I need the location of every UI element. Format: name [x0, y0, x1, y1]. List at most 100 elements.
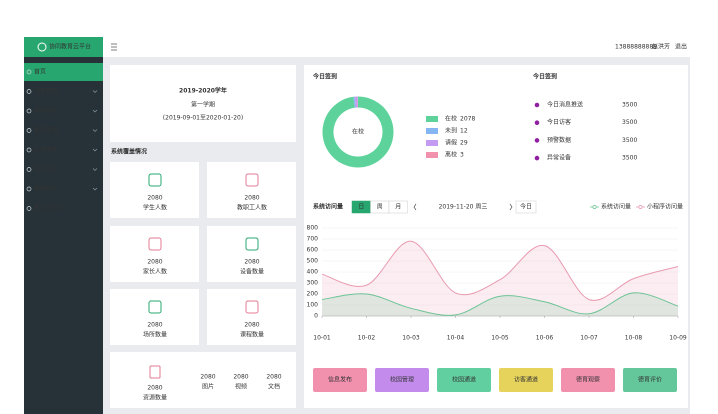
stat-value: 2080: [147, 195, 162, 202]
menu-icon: [26, 108, 32, 114]
stat-value: 2080: [244, 195, 259, 202]
resource-item-label: 视频: [235, 383, 247, 391]
logo-icon: [37, 42, 47, 52]
quick-button-label[interactable]: 信息发布: [328, 376, 352, 384]
menu-item[interactable]: 设备管理: [34, 87, 58, 95]
donut-segment: [322, 96, 394, 168]
today-dot: [534, 120, 540, 125]
y-tick-label: 400: [307, 269, 319, 276]
term-semester: 第一学期: [191, 101, 215, 109]
y-tick-label: 0: [314, 313, 318, 320]
menu-item[interactable]: 基础信息: [34, 107, 58, 115]
x-tick-label: 10-05: [491, 335, 509, 342]
legend-name: 在校: [445, 115, 457, 123]
today-value: 3500: [622, 155, 637, 162]
quick-button[interactable]: [499, 368, 553, 392]
stat-card: [207, 289, 296, 345]
visits-title: 系统访问量: [313, 203, 343, 211]
resource-item-value: 2080: [233, 374, 248, 381]
date-prev[interactable]: [413, 203, 417, 211]
stat-card: [207, 162, 296, 218]
quick-button[interactable]: [375, 368, 429, 392]
menu-item[interactable]: 应用服务: [34, 146, 58, 154]
today-dot: [534, 102, 540, 108]
quick-button-label[interactable]: 校园管理: [390, 376, 414, 384]
coverage-bg: [110, 144, 296, 158]
sign-title: 今日签到: [312, 73, 337, 81]
today-label: 预警数据: [547, 136, 571, 144]
series-line: [321, 292, 679, 316]
legend-swatch: [426, 152, 438, 158]
term-card: [110, 65, 296, 142]
phone: 13888888888: [615, 44, 657, 51]
menu-item[interactable]: 集约化平台: [34, 204, 64, 212]
tab-label[interactable]: 月: [395, 204, 401, 211]
quick-button-label[interactable]: 校园通道: [452, 376, 476, 384]
legend-value: 12: [460, 128, 468, 135]
menu-item[interactable]: 首页: [34, 68, 46, 76]
sidebar: [24, 37, 103, 414]
date-next[interactable]: [509, 203, 513, 211]
quick-button[interactable]: [623, 368, 677, 392]
stat-value: 2080: [244, 322, 259, 329]
today-dot: [534, 138, 540, 143]
quick-button-label[interactable]: 德育观察: [576, 376, 600, 384]
legend-swatch: [426, 116, 438, 122]
logout[interactable]: 退出: [675, 43, 687, 51]
stat-icon: [245, 237, 259, 251]
logo-bar: [24, 37, 103, 57]
stat-value: 2080: [147, 322, 162, 329]
user: 赵洪芳: [652, 43, 670, 51]
legend-name: 未到: [445, 127, 457, 135]
legend-marker: [638, 205, 643, 209]
today-label: 今日消息推送: [547, 101, 583, 109]
quick-button[interactable]: [561, 368, 615, 392]
stat-label: 设备数量: [240, 268, 264, 276]
menu-chevron: [92, 109, 98, 113]
stat-value: 2080: [244, 259, 259, 266]
menu-icon: [26, 128, 32, 133]
legend-value: 2078: [460, 116, 475, 123]
tab-label[interactable]: 周: [377, 204, 383, 211]
quick-button[interactable]: [437, 368, 491, 392]
legend-swatch: [426, 140, 438, 146]
right-panel: [304, 65, 688, 408]
menu-item[interactable]: 教务管理: [34, 126, 58, 134]
today-button[interactable]: [515, 200, 537, 214]
stat-label: 场所数量: [143, 331, 167, 339]
y-tick-label: 200: [307, 291, 319, 298]
quick-button-label[interactable]: 访客通道: [514, 376, 538, 384]
stat-card: [110, 289, 199, 345]
donut-center: 在校: [352, 128, 364, 136]
series-legend: 系统访问量: [601, 203, 631, 211]
quick-button[interactable]: [313, 368, 367, 392]
stat-label: 学生人数: [143, 204, 167, 212]
quick-button-label[interactable]: 德育评价: [638, 376, 662, 384]
x-tick-label: 10-02: [358, 335, 376, 342]
resource-item-label: 文档: [268, 383, 280, 391]
stat-card: [110, 162, 199, 218]
x-tick-label: 10-09: [669, 335, 687, 342]
stat-icon: [148, 237, 162, 251]
menu-chevron: [92, 129, 98, 132]
menu-icon: [26, 167, 32, 172]
legend-value: 3: [460, 152, 464, 159]
today-button-label: 今日: [520, 203, 532, 211]
x-tick-label: 10-01: [313, 335, 331, 342]
y-tick-label: 500: [307, 258, 319, 265]
series-area: [322, 241, 678, 316]
tab-label[interactable]: 日: [358, 204, 364, 211]
menu-icon: [26, 186, 32, 192]
legend-name: 请假: [445, 139, 457, 147]
coverage-title: 系统覆盖情况: [111, 148, 147, 156]
logo: 协同教育云平台: [49, 43, 91, 51]
menu-item[interactable]: 数据统计: [34, 185, 58, 193]
stat-icon: [245, 173, 259, 187]
tab[interactable]: [388, 200, 408, 214]
menu-icon: [26, 69, 32, 75]
menu-item[interactable]: 角色授权: [34, 165, 58, 173]
menu-icon: [26, 89, 32, 94]
legend-marker: [592, 205, 597, 209]
menu-toggle[interactable]: [111, 43, 117, 51]
